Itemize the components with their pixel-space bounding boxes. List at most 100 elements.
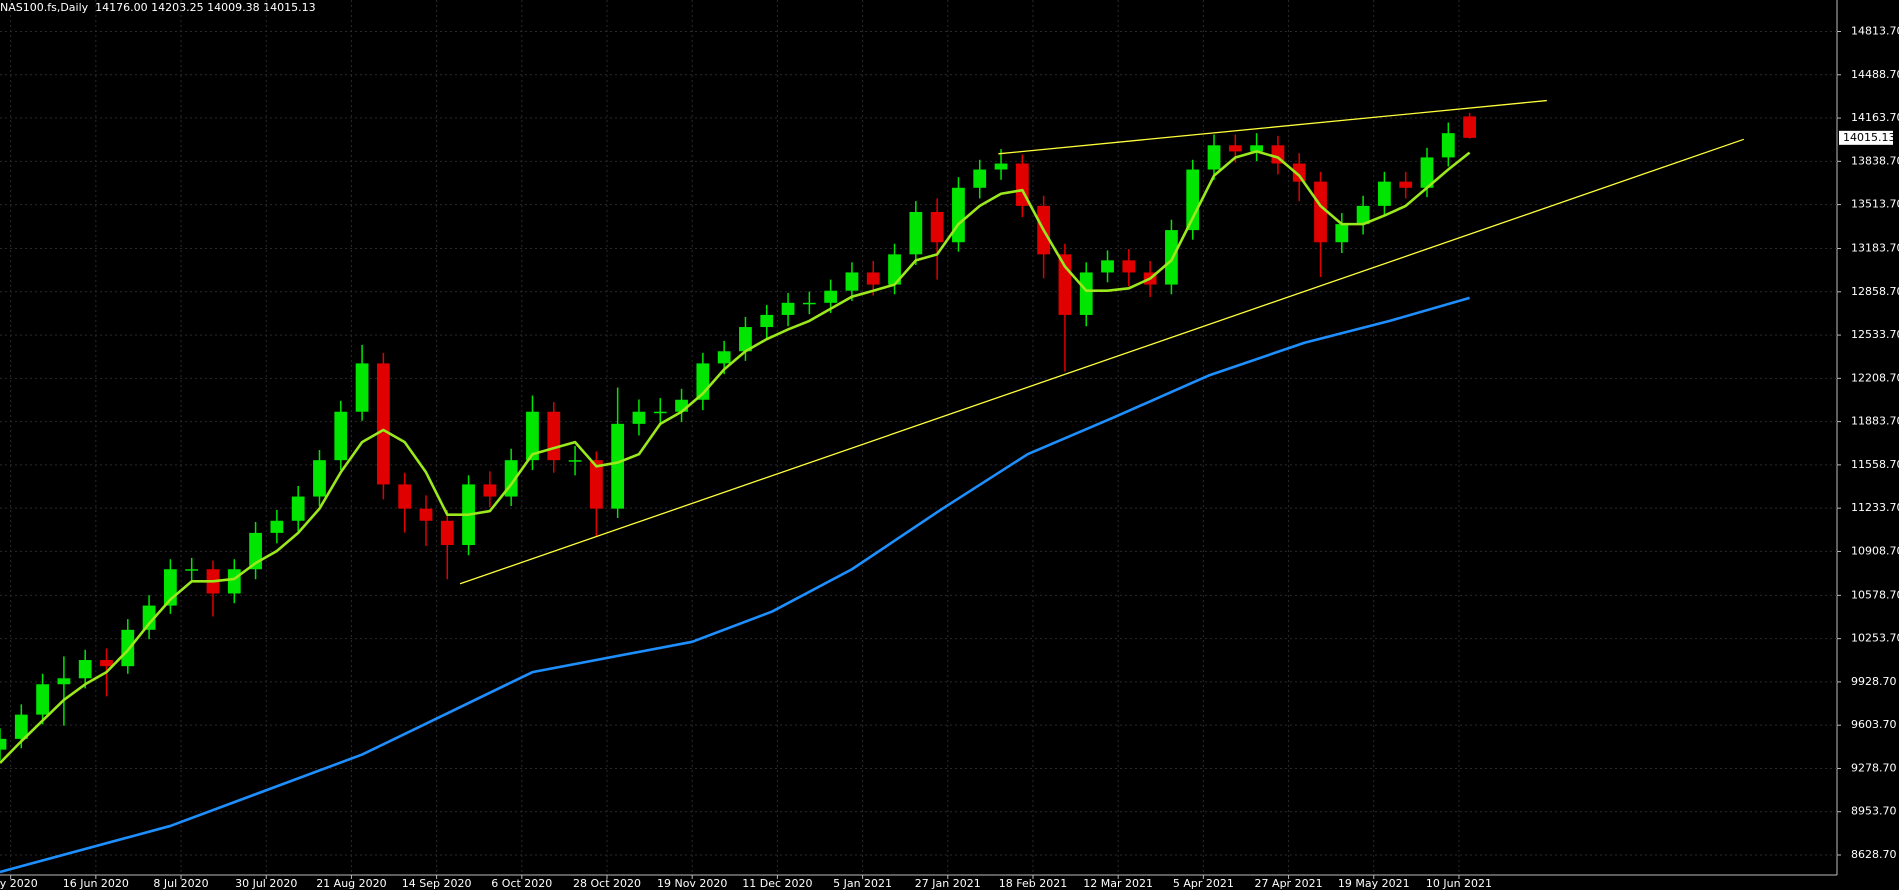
y-tick-label: 13838.70	[1851, 154, 1899, 167]
y-tick-label: 13513.70	[1851, 198, 1899, 211]
candle-body	[994, 163, 1008, 170]
candle-body	[440, 520, 454, 546]
moving-average-line	[0, 150, 1471, 764]
candle-body	[291, 496, 305, 521]
candle-body	[675, 399, 688, 412]
candle-body	[717, 351, 731, 364]
x-tick-label: 5 Jan 2021	[833, 877, 892, 890]
candle-body	[270, 520, 284, 533]
x-tick-label: 8 Jul 2020	[153, 877, 208, 890]
y-tick-label: 12533.70	[1851, 328, 1899, 341]
candle-body	[845, 272, 859, 291]
candle-body	[1186, 169, 1200, 231]
x-tick-label: 27 Apr 2021	[1255, 877, 1323, 890]
candle-body	[185, 569, 199, 571]
candle-body	[0, 738, 7, 750]
y-tick-label: 11233.70	[1851, 501, 1899, 514]
candle-body	[739, 327, 752, 352]
trend-line	[998, 99, 1547, 155]
candle-body	[802, 302, 816, 305]
candle-body	[1122, 260, 1136, 273]
y-tick-label: 14813.70	[1851, 25, 1899, 38]
y-tick-label: 11558.70	[1851, 458, 1899, 471]
candle-body	[781, 302, 795, 315]
candle-body	[1335, 224, 1349, 243]
candle-body	[1420, 157, 1434, 188]
candle-body	[1207, 145, 1221, 170]
candle-body	[334, 411, 348, 461]
x-tick-label: 18 Feb 2021	[999, 877, 1067, 890]
y-tick-label: 14488.70	[1851, 68, 1899, 81]
x-tick-label: 6 Oct 2020	[491, 877, 552, 890]
candle-body	[1378, 181, 1391, 206]
candle-body	[866, 272, 880, 285]
candle-body	[632, 411, 646, 424]
candle-body	[888, 254, 901, 285]
candle-body	[526, 411, 539, 461]
trend-line	[459, 138, 1745, 585]
candle-body	[355, 363, 369, 412]
y-tick-label: 10578.70	[1851, 588, 1899, 601]
candle-body	[952, 187, 965, 243]
x-tick-label: 5 Apr 2021	[1173, 877, 1234, 890]
x-tick-label: 10 Jun 2021	[1426, 877, 1492, 890]
candle-body	[930, 212, 944, 243]
chart-title: NAS100.fs,Daily 14176.00 14203.25 14009.…	[0, 1, 316, 14]
y-tick-label: 14163.70	[1851, 111, 1899, 124]
candle-body	[1441, 133, 1455, 158]
candle-body	[398, 484, 412, 509]
candle-body	[1463, 116, 1476, 138]
candle-body	[568, 460, 582, 462]
y-tick-label: 8953.70	[1851, 805, 1897, 818]
x-tick-label: 11 Dec 2020	[742, 877, 812, 890]
candle-body	[589, 460, 603, 509]
x-tick-label: 12 Mar 2021	[1083, 877, 1153, 890]
y-tick-label: 10253.70	[1851, 632, 1899, 645]
x-tick-label: May 2020	[0, 877, 38, 890]
x-tick-label: 19 May 2021	[1338, 877, 1410, 890]
candle-body	[1292, 163, 1306, 182]
candle-body	[760, 314, 774, 328]
candle-body	[909, 212, 923, 255]
price-label-box	[1839, 130, 1893, 145]
candle-body	[1165, 230, 1178, 285]
x-tick-label: 16 Jun 2020	[63, 877, 129, 890]
candle-body	[1399, 181, 1413, 188]
x-tick-label: 21 Aug 2020	[316, 877, 386, 890]
candle-body	[483, 484, 497, 497]
candle-body	[1228, 145, 1242, 152]
y-tick-label: 8628.70	[1851, 848, 1897, 861]
candle-body	[1058, 254, 1072, 315]
x-tick-label: 14 Sep 2020	[402, 877, 472, 890]
candle-body	[1314, 181, 1327, 243]
y-tick-label: 13183.70	[1851, 242, 1899, 255]
candle-body	[1101, 260, 1114, 273]
candle-body	[142, 605, 156, 630]
x-tick-label: 19 Nov 2020	[657, 877, 727, 890]
candle-body	[36, 684, 49, 715]
candle-body	[227, 569, 241, 594]
candle-body	[973, 169, 987, 188]
y-tick-label: 9278.70	[1851, 761, 1897, 774]
candle-body	[376, 363, 390, 485]
candle-body	[547, 411, 561, 461]
candle-body	[1356, 205, 1370, 225]
x-tick-label: 28 Oct 2020	[573, 877, 641, 890]
y-tick-label: 9603.70	[1851, 718, 1897, 731]
candle-body	[419, 508, 433, 521]
candle-body	[78, 660, 92, 679]
candle-body	[824, 290, 838, 303]
candle-body	[611, 423, 625, 509]
candle-body	[653, 411, 667, 414]
moving-average-line	[0, 296, 1470, 874]
y-tick-label: 12208.70	[1851, 371, 1899, 384]
x-tick-label: 27 Jan 2021	[915, 877, 981, 890]
x-tick-label: 30 Jul 2020	[235, 877, 297, 890]
candle-body	[14, 714, 28, 739]
candle-body	[57, 678, 71, 685]
candle-body	[1250, 145, 1264, 152]
candle-body	[313, 460, 326, 497]
candle-body	[1079, 272, 1093, 315]
